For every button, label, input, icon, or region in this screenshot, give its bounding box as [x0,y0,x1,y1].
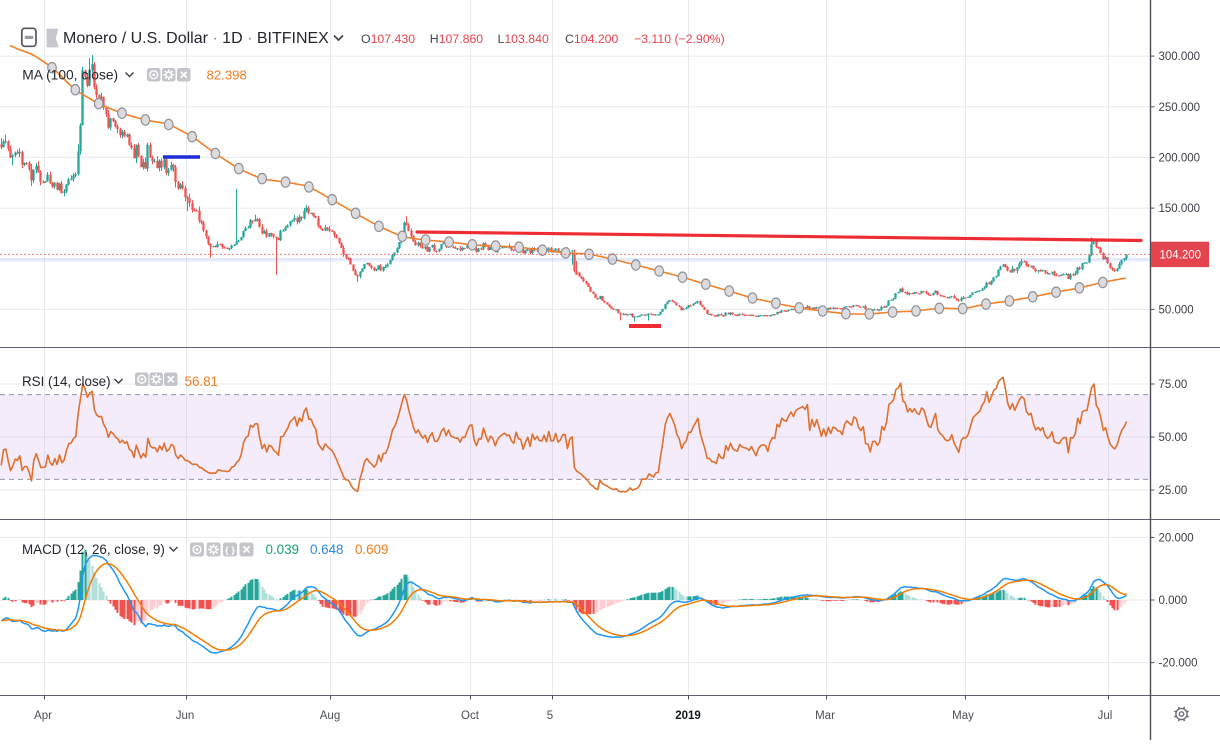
svg-text:−3.110 (−2.90%): −3.110 (−2.90%) [634,32,725,46]
svg-text:300.000: 300.000 [1159,51,1201,63]
svg-text:250.000: 250.000 [1159,102,1201,114]
svg-text:Oct: Oct [461,710,480,722]
svg-text:0.648: 0.648 [310,542,344,557]
svg-text:56.81: 56.81 [185,374,219,389]
svg-text:Apr: Apr [34,710,52,722]
svg-text:25.00: 25.00 [1159,485,1188,497]
svg-text:200.000: 200.000 [1159,152,1201,164]
svg-text:RSI (14, close): RSI (14, close) [22,374,111,389]
svg-text:5: 5 [547,710,553,722]
svg-text:Jun: Jun [176,710,195,722]
svg-text:May: May [952,710,974,722]
svg-text:H107.860: H107.860 [430,32,484,46]
svg-text:-20.000: -20.000 [1159,658,1198,670]
svg-text:MACD (12, 26, close, 9): MACD (12, 26, close, 9) [22,542,165,557]
svg-text:{ }: { } [225,545,235,556]
svg-text:Aug: Aug [320,710,340,722]
svg-text:82.398: 82.398 [207,68,247,83]
svg-text:75.00: 75.00 [1159,379,1188,391]
svg-text:0.039: 0.039 [266,542,300,557]
svg-text:O107.430: O107.430 [361,32,415,46]
svg-text:C104.200: C104.200 [565,32,619,46]
svg-text:0.000: 0.000 [1159,595,1188,607]
svg-text:MA (100, close): MA (100, close) [22,68,118,83]
svg-text:Mar: Mar [815,710,835,722]
svg-text:Monero / U.S. Dollar · 1D · BI: Monero / U.S. Dollar · 1D · BITFINEX [63,30,329,47]
svg-text:50.00: 50.00 [1159,432,1188,444]
svg-text:104.200: 104.200 [1160,250,1202,262]
svg-text:L103.840: L103.840 [498,32,549,46]
svg-text:2019: 2019 [675,710,701,722]
svg-text:50.000: 50.000 [1159,304,1194,316]
svg-text:0.609: 0.609 [355,542,389,557]
svg-text:Jul: Jul [1098,710,1113,722]
svg-text:150.000: 150.000 [1159,203,1201,215]
svg-text:20.000: 20.000 [1159,532,1194,544]
